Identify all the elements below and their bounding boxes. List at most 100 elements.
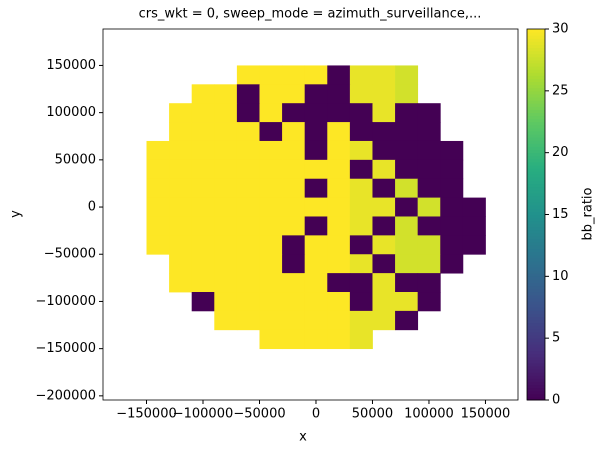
heatmap-cell bbox=[282, 103, 306, 123]
chart-title: crs_wkt = 0, sweep_mode = azimuth_survei… bbox=[139, 7, 482, 22]
colorbar-slice bbox=[527, 301, 545, 305]
heatmap-cell bbox=[372, 103, 396, 123]
heatmap-cell bbox=[304, 140, 328, 161]
heatmap-cell bbox=[304, 197, 328, 217]
colorbar-tick-label: 25 bbox=[552, 83, 569, 98]
colorbar-tick-label: 0 bbox=[552, 393, 560, 408]
heatmap-cell bbox=[304, 216, 328, 236]
colorbar-slice bbox=[527, 310, 545, 314]
heatmap-cell bbox=[417, 273, 441, 293]
heatmap-cell bbox=[304, 235, 328, 255]
heatmap-cell bbox=[349, 197, 373, 217]
colorbar-slice bbox=[527, 56, 545, 61]
heatmap-cell bbox=[282, 197, 306, 217]
colorbar-slice bbox=[527, 369, 545, 373]
x-tick-label: 50000 bbox=[352, 407, 393, 422]
colorbar-slice bbox=[527, 319, 545, 324]
heatmap-cell bbox=[349, 329, 373, 350]
heatmap-cell bbox=[282, 292, 306, 312]
colorbar-slice bbox=[527, 112, 545, 117]
heatmap-cell bbox=[462, 197, 486, 217]
colorbar-slice bbox=[527, 291, 545, 296]
colorbar-slice bbox=[527, 137, 545, 141]
colorbar-slice bbox=[527, 127, 545, 132]
heatmap-cell bbox=[372, 178, 396, 199]
colorbar-slice bbox=[527, 229, 545, 234]
colorbar-slice bbox=[527, 100, 545, 104]
heatmap-cell bbox=[372, 273, 396, 293]
heatmap-cell bbox=[327, 273, 351, 293]
colorbar-slice bbox=[527, 134, 545, 138]
heatmap-cell bbox=[395, 310, 419, 331]
heatmap-cell bbox=[214, 292, 238, 312]
colorbar-slice bbox=[527, 257, 545, 262]
heatmap-cell bbox=[327, 140, 351, 161]
heatmap-cell bbox=[169, 140, 193, 161]
colorbar-slice bbox=[527, 325, 545, 330]
heatmap-cell bbox=[304, 292, 328, 312]
heatmap-cell bbox=[372, 65, 396, 85]
colorbar-tick-label: 10 bbox=[552, 269, 569, 284]
colorbar-slice bbox=[527, 236, 545, 240]
colorbar-slice bbox=[527, 168, 545, 172]
colorbar-slice bbox=[527, 396, 545, 401]
heatmap-cell bbox=[259, 292, 283, 312]
colorbar-slice bbox=[527, 279, 545, 284]
colorbar-slice bbox=[527, 356, 545, 361]
heatmap-cell bbox=[259, 178, 283, 199]
x-tick-label: 100000 bbox=[404, 407, 454, 422]
heatmap-cell bbox=[349, 140, 373, 161]
heatmap-cell bbox=[440, 178, 464, 199]
heatmap-cell bbox=[259, 254, 283, 274]
heatmap-cell bbox=[236, 197, 260, 217]
heatmap-cell bbox=[372, 254, 396, 274]
colorbar-slice bbox=[527, 149, 545, 154]
colorbar-slice bbox=[527, 362, 545, 367]
colorbar-slice bbox=[527, 353, 545, 358]
heatmap-cell bbox=[236, 216, 260, 236]
colorbar-slice bbox=[527, 177, 545, 181]
heatmap-cell bbox=[395, 216, 419, 236]
colorbar-slice bbox=[527, 38, 545, 42]
heatmap-cell bbox=[236, 254, 260, 274]
y-tick-label: −150000 bbox=[35, 341, 96, 356]
colorbar-slice bbox=[527, 93, 545, 98]
heatmap-cell bbox=[440, 140, 464, 161]
heatmap-cell bbox=[259, 273, 283, 293]
colorbar-slice bbox=[527, 44, 545, 49]
heatmap-cell bbox=[259, 122, 283, 142]
heatmap-cell bbox=[372, 159, 396, 180]
heatmap-cell bbox=[169, 254, 193, 274]
colorbar-slice bbox=[527, 384, 545, 389]
colorbar-slice bbox=[527, 307, 545, 311]
heatmap-cell bbox=[395, 103, 419, 123]
colorbar-slice bbox=[527, 69, 545, 73]
heatmap-cell bbox=[327, 235, 351, 255]
heatmap-cell bbox=[417, 159, 441, 180]
heatmap-cell bbox=[282, 84, 306, 104]
heatmap-cell bbox=[259, 310, 283, 331]
colorbar-slice bbox=[527, 226, 545, 231]
colorbar-slice bbox=[527, 338, 545, 342]
x-axis-label: x bbox=[299, 430, 307, 445]
heatmap-cell bbox=[169, 159, 193, 180]
heatmap-cell bbox=[259, 140, 283, 161]
colorbar-slice bbox=[527, 378, 545, 382]
colorbar-slice bbox=[527, 66, 545, 70]
colorbar-slice bbox=[527, 75, 545, 79]
heatmap-cell bbox=[236, 140, 260, 161]
heatmap-cell bbox=[440, 254, 464, 274]
heatmap-cell bbox=[282, 216, 306, 236]
heatmap-cell bbox=[214, 159, 238, 180]
y-tick-label: 150000 bbox=[46, 58, 96, 73]
colorbar-slice bbox=[527, 121, 545, 126]
heatmap-cell bbox=[395, 292, 419, 312]
heatmap-cell bbox=[417, 122, 441, 142]
x-tick-label: 150000 bbox=[461, 407, 511, 422]
colorbar-slice bbox=[527, 288, 545, 293]
heatmap-cell bbox=[259, 197, 283, 217]
colorbar-slice bbox=[527, 233, 545, 237]
heatmap-cell bbox=[327, 197, 351, 217]
colorbar-slice bbox=[527, 344, 545, 348]
